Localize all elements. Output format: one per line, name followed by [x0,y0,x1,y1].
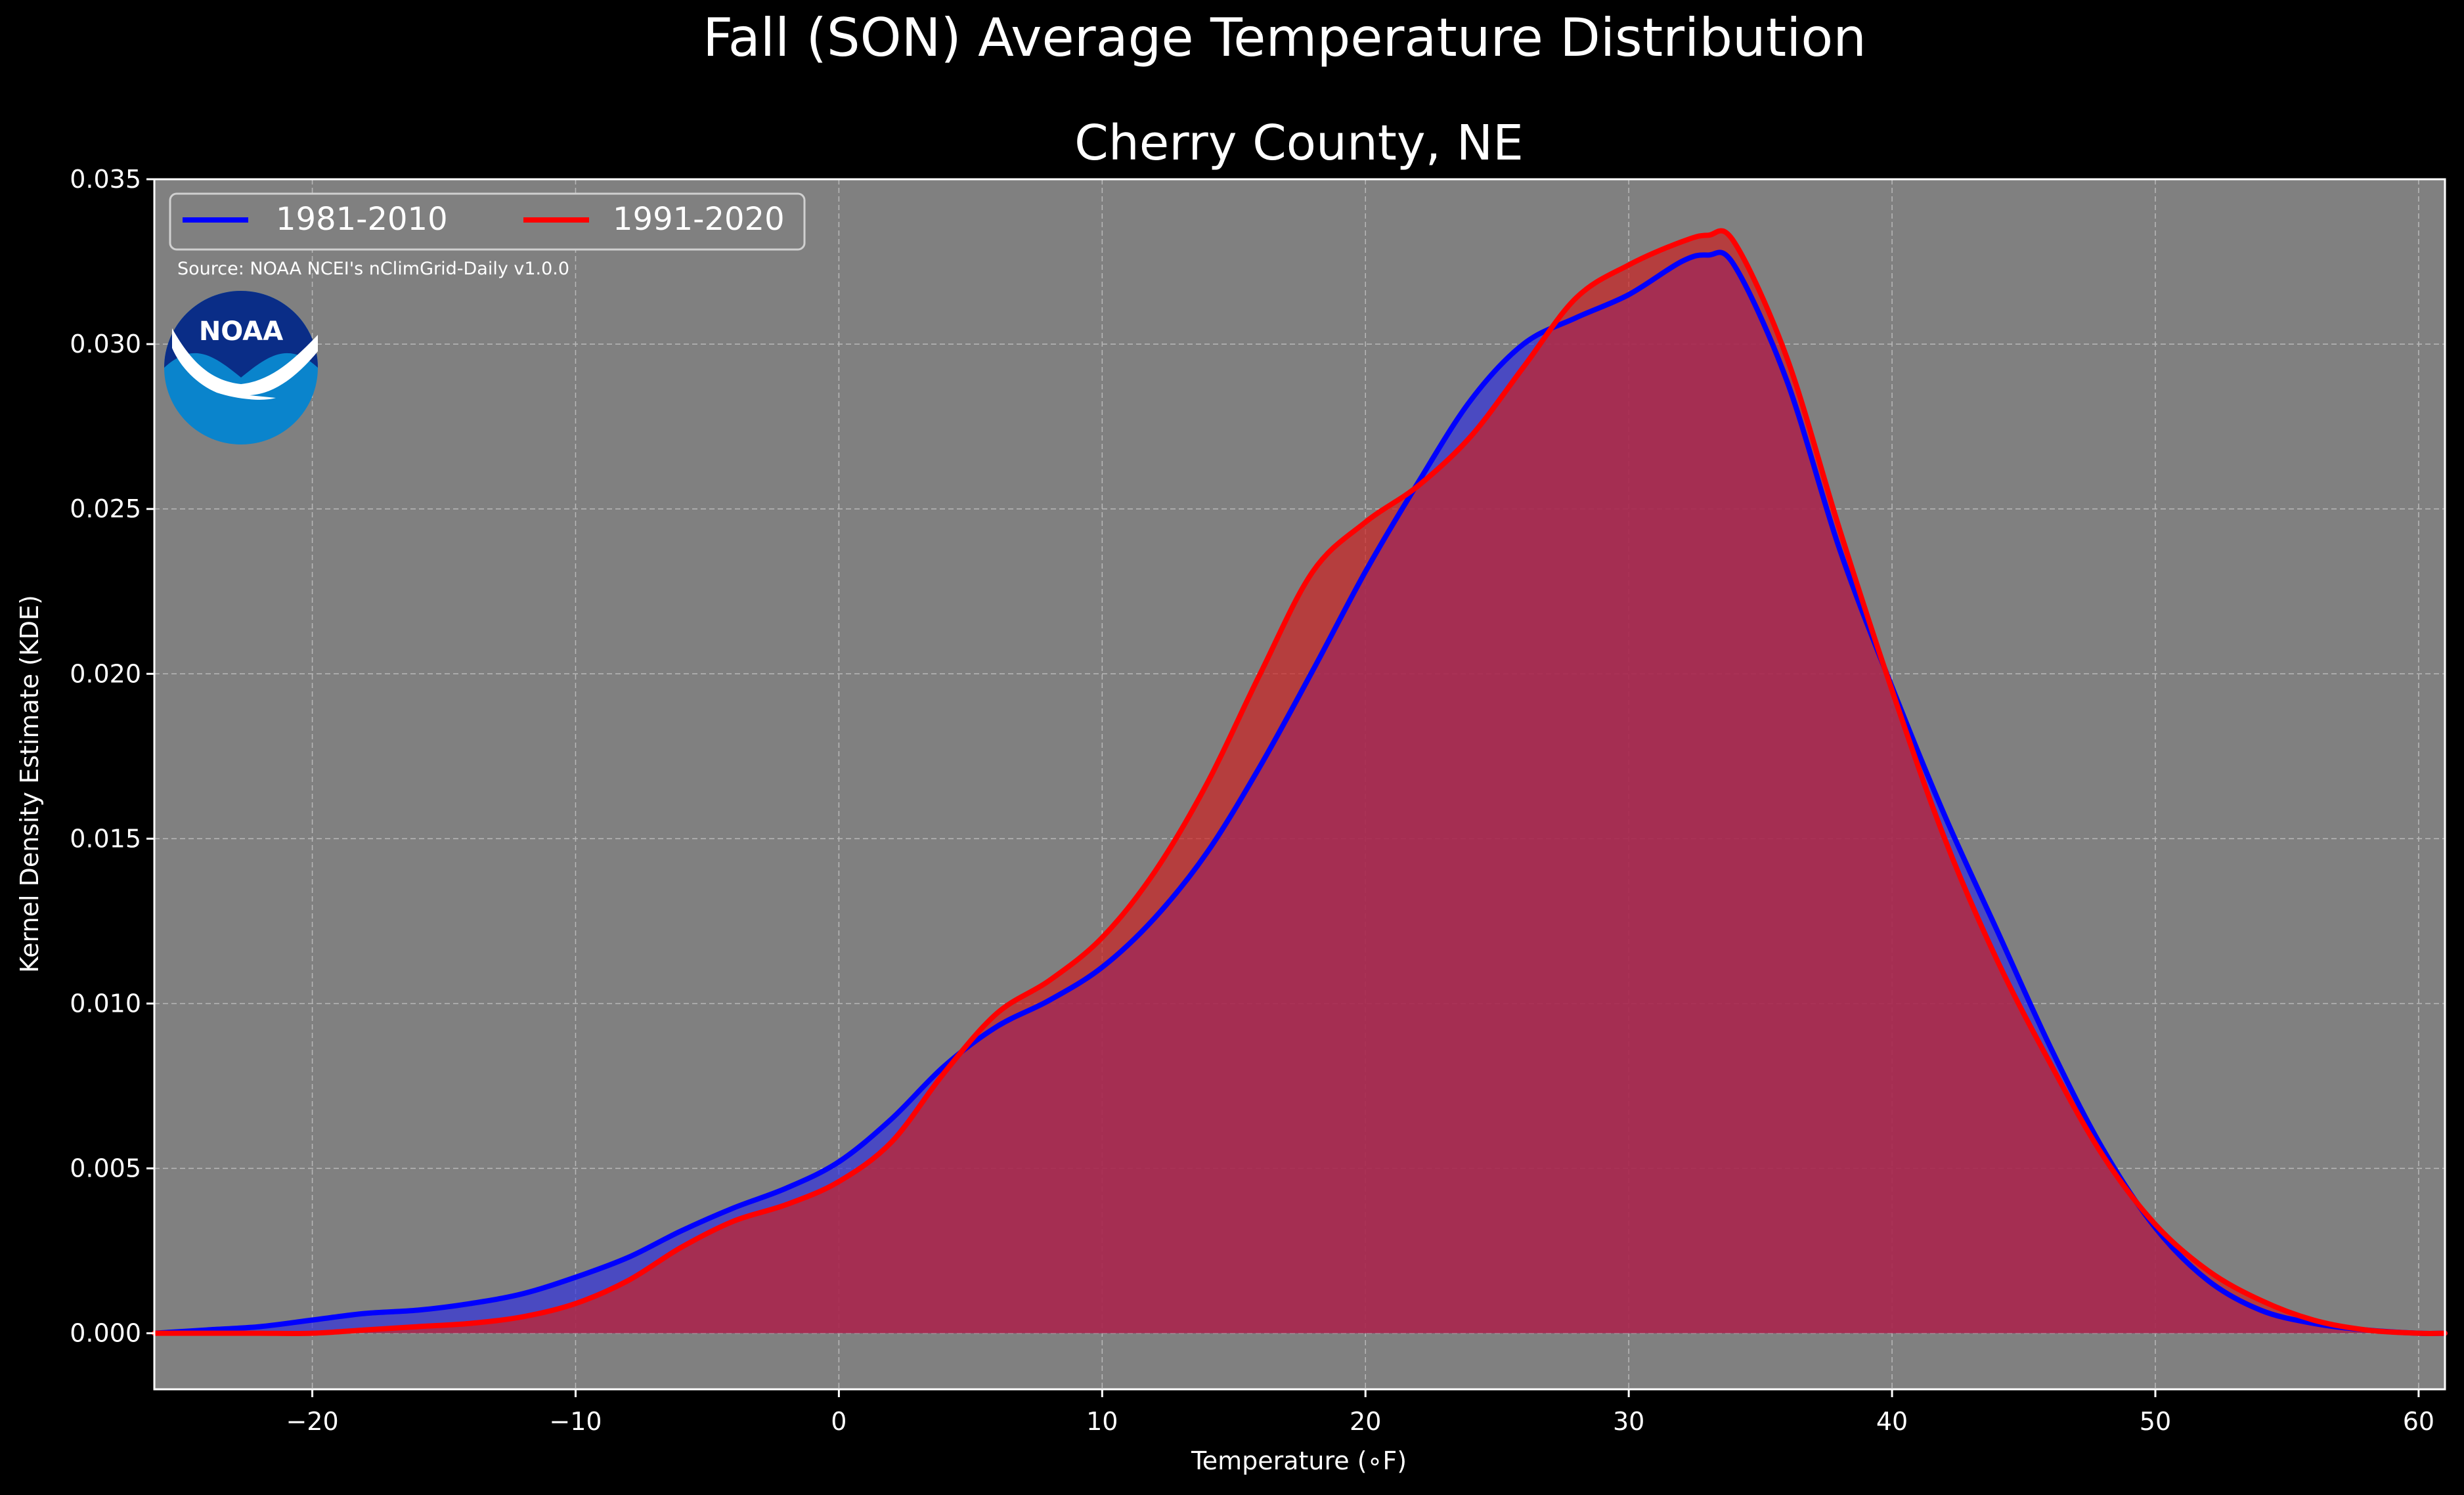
series-line-1981-2010 [152,249,2448,1336]
x-tick-label: 0 [831,1407,847,1436]
y-tick-label: 0.015 [70,824,141,853]
x-tick-label: 30 [1613,1407,1644,1436]
x-tick-label: −20 [286,1407,338,1436]
noaa-logo: NOAA [164,291,318,444]
legend-box [169,192,806,251]
x-tick-label: −10 [549,1407,602,1436]
y-axis-ticks: 0.000 0.005 0.010 0.015 0.020 0.025 0.030 0.035 [70,165,154,1348]
x-axis-label: Temperature (∘F) [1191,1446,1407,1475]
source-note: Source: NOAA NCEI's nClimGrid-Daily v1.0… [177,259,569,279]
y-tick-label: 0.025 [70,494,141,523]
x-tick-label: 20 [1350,1407,1381,1436]
series-area-1991-2020 [154,230,2445,1333]
series-line-1991-2020 [152,228,2448,1336]
x-tick-label: 10 [1086,1407,1118,1436]
figure-suptitle: Fall (SON) Average Temperature Distribut… [703,7,1866,68]
chart-title: Cherry County, NE [1074,115,1524,171]
noaa-logo-bird [172,328,318,400]
x-tick-label: 50 [2140,1407,2171,1436]
y-axis-label: Kernel Density Estimate (KDE) [15,595,44,973]
y-tick-label: 0.010 [70,989,141,1018]
plot-frame [153,178,2446,1391]
y-tick-label: 0.020 [70,659,141,688]
noaa-logo-sky [164,291,318,378]
y-tick-label: 0.030 [70,330,141,358]
legend-label-1981-2010: 1981-2010 [276,201,448,238]
x-tick-label: 60 [2403,1407,2434,1436]
series-areas [154,230,2445,1334]
x-tick-label: 40 [1876,1407,1908,1436]
legend-label-1991-2020: 1991-2020 [613,201,785,238]
noaa-logo-text: NOAA [199,316,283,347]
y-tick-label: 0.000 [70,1319,141,1348]
series-lines [152,228,2448,1336]
y-tick-label: 0.035 [70,165,141,194]
y-tick-label: 0.005 [70,1154,141,1183]
x-axis-ticks: −20 −10 0 10 20 30 40 50 60 [286,1389,2434,1436]
legend: 1981-2010 1991-2020 [169,192,806,251]
